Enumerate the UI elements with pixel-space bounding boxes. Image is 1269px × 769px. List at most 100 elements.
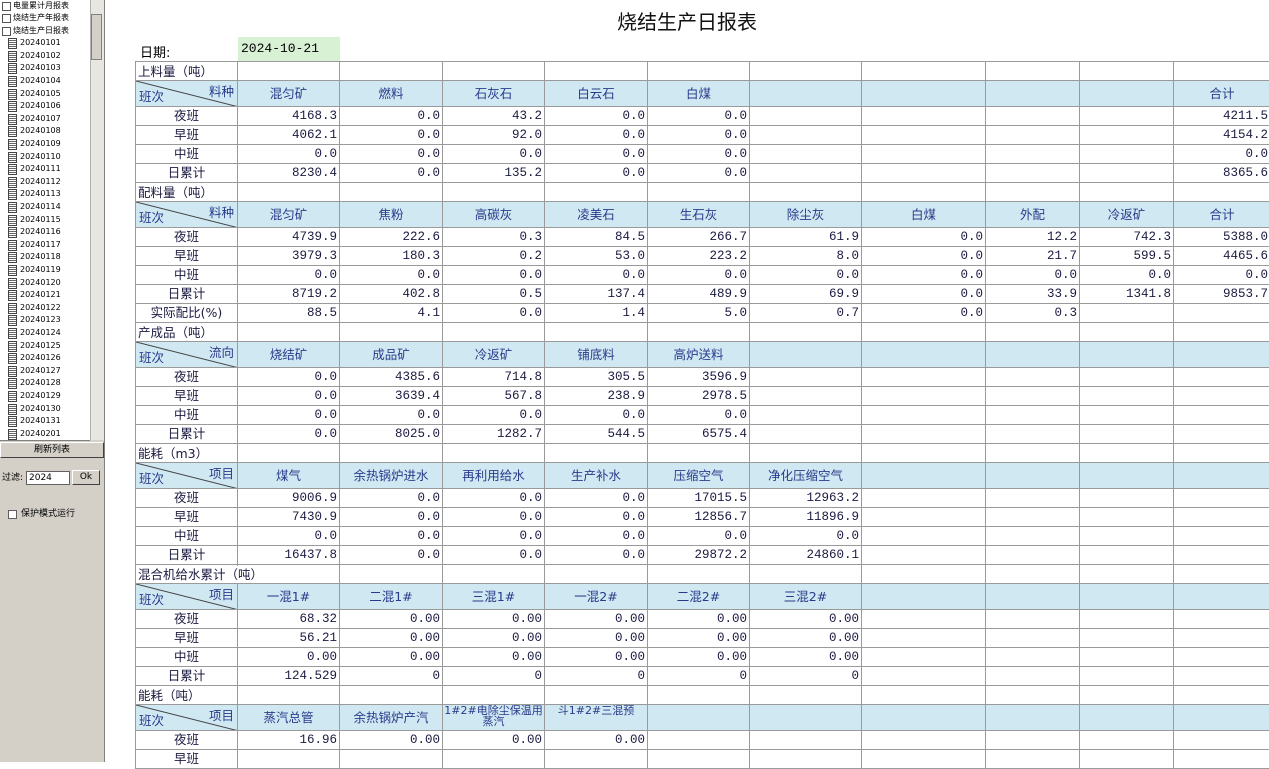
tree-leaf[interactable]: 20240106 [20,101,61,111]
value-cell [1174,731,1269,750]
tree-leaf[interactable]: 20240128 [20,378,61,388]
column-header: 一混2# [545,584,648,610]
tree-leaf[interactable]: 20240119 [20,265,61,274]
value-cell: 0.0 [340,546,443,565]
value-cell: 0.00 [545,629,648,648]
value-cell [1174,667,1269,686]
value-cell: 1.4 [545,304,648,323]
row-label: 早班 [135,750,238,769]
column-header [862,81,986,107]
value-cell: 16.96 [238,731,340,750]
tree-icon [8,290,17,302]
value-cell [750,164,862,183]
tree-leaf[interactable]: 20240118 [20,252,61,262]
tree-leaf[interactable]: 20240104 [20,76,61,85]
tree-leaf[interactable]: 20240105 [20,88,61,98]
ok-button[interactable]: Ok [72,470,100,485]
tree-leaf[interactable]: 20240124 [20,328,61,337]
tree-icon [8,302,17,314]
value-cell: 0.0 [545,527,648,546]
column-header: 燃料 [340,81,443,107]
tree-leaf[interactable]: 20240110 [20,151,61,161]
value-cell: 0 [750,667,862,686]
tree-leaf[interactable]: 20240113 [20,189,61,199]
value-cell [648,731,750,750]
tree-icon [8,391,17,402]
tree-leaf[interactable]: 20240115 [20,214,61,224]
corner-label: 项目 [208,466,234,481]
cell [750,62,862,81]
value-cell: 0.00 [750,629,862,648]
value-cell: 92.0 [443,126,545,145]
tree-leaf[interactable]: 20240101 [20,38,61,48]
value-cell [750,750,862,769]
value-cell: 0.00 [648,629,750,648]
tree-leaf[interactable]: 20240121 [20,290,61,300]
tree-leaf[interactable]: 20240109 [20,139,61,148]
value-cell: 0.0 [443,406,545,425]
cell [986,444,1080,463]
value-cell: 0.0 [340,126,443,145]
tree-icon [8,189,17,201]
row-label: 中班 [135,406,238,425]
tree-leaf[interactable]: 20240122 [20,302,61,312]
value-cell: 0.0 [340,164,443,183]
tree-leaf[interactable]: 20240201 [20,428,61,438]
tree-leaf[interactable]: 20240129 [20,391,61,400]
tree-leaf[interactable]: 20240120 [20,277,61,287]
checkbox[interactable] [8,510,17,519]
tree-leaf[interactable]: 20240111 [20,164,61,174]
tree-leaf[interactable]: 20240116 [20,227,61,237]
value-cell [862,546,986,565]
tree-leaf[interactable]: 20240123 [20,315,61,325]
value-cell [986,425,1080,444]
tree-leaf[interactable]: 20240130 [20,403,61,413]
value-cell [1080,731,1174,750]
value-cell: 0.0 [443,546,545,565]
value-cell: 4385.6 [340,368,443,387]
tree-leaf[interactable]: 20240126 [20,353,61,363]
tree-leaf[interactable]: 20240125 [20,340,61,350]
tree-node[interactable]: 电量累计月报表 [13,1,69,10]
scrollbar[interactable] [90,0,104,440]
tree-icon [8,50,17,62]
tree-node[interactable]: 烧结生产年报表 [13,13,69,23]
value-cell [1174,304,1269,323]
value-cell: 4154.2 [1174,126,1269,145]
cell [986,62,1080,81]
value-cell: 0.0 [340,406,443,425]
value-cell: 12963.2 [750,489,862,508]
value-cell: 0.0 [443,527,545,546]
value-cell: 0.0 [862,228,986,247]
row-header: 班次 [139,210,165,225]
tree-leaf[interactable]: 20240131 [20,416,61,426]
refresh-button[interactable]: 刷新列表 [0,442,104,458]
diagonal [136,202,237,227]
value-cell: 8365.6 [1174,164,1269,183]
value-cell: 567.8 [443,387,545,406]
column-header [986,81,1080,107]
value-cell [862,731,986,750]
value-cell: 0.3 [443,228,545,247]
tree-leaf[interactable]: 20240117 [20,239,61,249]
tree-leaf[interactable]: 20240102 [20,50,61,60]
column-header: 三混1# [443,584,545,610]
cell [238,686,340,705]
value-cell: 56.21 [238,629,340,648]
tree-icon [8,378,17,390]
tree-leaf[interactable]: 20240107 [20,113,61,123]
tree-node[interactable]: 烧结生产日报表 [13,25,69,35]
value-cell: 0.3 [986,304,1080,323]
scroll-thumb[interactable] [91,14,102,60]
filter-input[interactable]: 2024 [26,471,70,485]
cell [986,183,1080,202]
value-cell: 0 [648,667,750,686]
tree-leaf[interactable]: 20240127 [20,365,61,375]
tree-leaf[interactable]: 20240114 [20,202,61,211]
tree-leaf[interactable]: 20240112 [20,176,61,186]
tree-leaf[interactable]: 20240103 [20,63,61,73]
cell [750,686,862,705]
value-cell [750,368,862,387]
tree-leaf[interactable]: 20240108 [20,126,61,136]
column-header: 白煤 [648,81,750,107]
